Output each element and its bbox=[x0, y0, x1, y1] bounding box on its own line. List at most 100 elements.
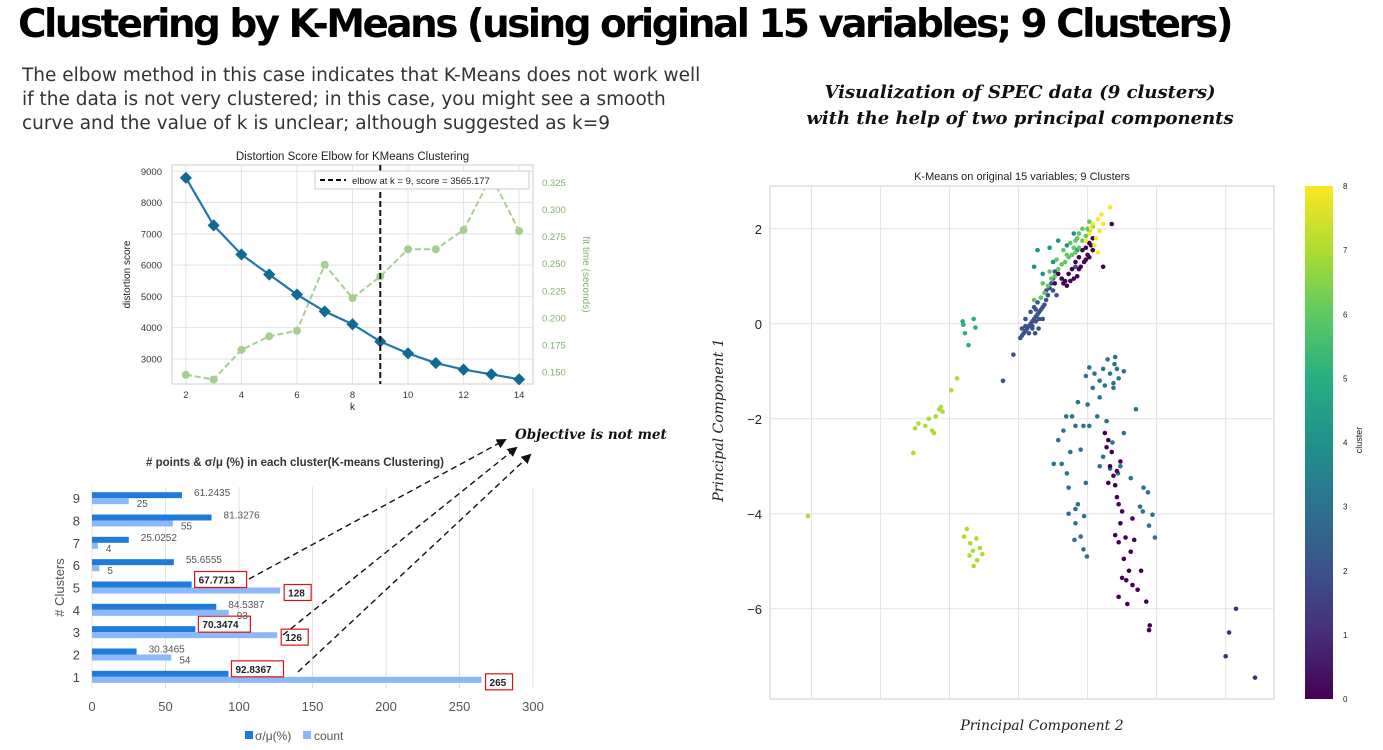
scatter-point-cluster-6 bbox=[1049, 276, 1054, 281]
scatter-point-cluster-6 bbox=[1031, 297, 1037, 303]
scatter-point-cluster-5 bbox=[971, 316, 976, 322]
count-bar bbox=[92, 542, 98, 549]
scatter-point-cluster-6 bbox=[1087, 219, 1092, 224]
scatter-point-cluster-6 bbox=[1045, 283, 1051, 289]
elbow-xtick-label: 10 bbox=[403, 390, 414, 401]
scatter-point-cluster-0 bbox=[1131, 537, 1137, 543]
scatter-point-cluster-3 bbox=[1097, 463, 1102, 469]
elbow-ytick-label: 8000 bbox=[141, 198, 162, 209]
scatter-point-cluster-7 bbox=[923, 423, 928, 429]
scatter-point-cluster-0 bbox=[1119, 509, 1125, 514]
scatter-point-cluster-3 bbox=[1051, 461, 1057, 467]
scatter-point-cluster-0 bbox=[1085, 252, 1090, 258]
scatter-point-cluster-4 bbox=[1055, 238, 1061, 243]
scatter-point-cluster-0 bbox=[1100, 264, 1106, 270]
scatter-point-cluster-0 bbox=[1130, 582, 1135, 588]
count-data-label: 126 bbox=[285, 633, 302, 644]
sigma-bar bbox=[92, 626, 196, 633]
scatter-point-cluster-0 bbox=[1128, 549, 1134, 555]
scatter-ylabel: Principal Component 1 bbox=[711, 338, 727, 502]
scatter-point-cluster-3 bbox=[1137, 504, 1143, 509]
scatter-point-cluster-0 bbox=[1059, 276, 1064, 281]
scatter-point-cluster-2 bbox=[1032, 330, 1038, 336]
elbow-xtick-label: 2 bbox=[183, 390, 188, 401]
distortion-point bbox=[318, 305, 331, 318]
scatter-point-cluster-4 bbox=[1050, 259, 1056, 265]
scatter-point-cluster-6 bbox=[1073, 250, 1078, 255]
scatter-point-cluster-0 bbox=[1146, 627, 1152, 633]
elbow-xtick-label: 6 bbox=[294, 390, 299, 401]
elbow-y2tick-label: 0.175 bbox=[542, 340, 566, 351]
bar-category-label: 8 bbox=[73, 514, 80, 529]
colorbar-tick-label: 3 bbox=[1343, 503, 1348, 512]
scatter-point-cluster-5 bbox=[962, 330, 968, 336]
scatter-point-cluster-2 bbox=[1028, 309, 1033, 315]
count-bar bbox=[92, 676, 482, 683]
colorbar-tick-label: 1 bbox=[1343, 631, 1348, 640]
scatter-point-cluster-3 bbox=[1152, 535, 1158, 540]
scatter-point-cluster-3 bbox=[1055, 437, 1061, 443]
bar-category-label: 1 bbox=[73, 670, 80, 685]
scatter-point-cluster-6 bbox=[1055, 266, 1061, 272]
scatter-point-cluster-3 bbox=[1100, 366, 1106, 372]
elbow-ytick-label: 5000 bbox=[141, 292, 162, 303]
scatter-xlabel: Principal Component 2 bbox=[959, 718, 1123, 734]
scatter-point-cluster-2 bbox=[1036, 326, 1041, 331]
bar-category-label: 5 bbox=[73, 581, 80, 596]
scatter-point-cluster-0 bbox=[1090, 247, 1096, 253]
pca-title-line-1: Visualization of SPEC data (9 clusters) bbox=[824, 82, 1216, 103]
elbow-y2tick-label: 0.225 bbox=[542, 286, 566, 297]
count-highlight-box bbox=[484, 673, 514, 691]
scatter-point-cluster-0 bbox=[1112, 532, 1118, 538]
objective-note: Objective is not met bbox=[515, 427, 667, 443]
scatter-point-cluster-0 bbox=[1083, 245, 1089, 251]
colorbar-tick-label: 4 bbox=[1343, 439, 1348, 448]
scatter-point-cluster-0 bbox=[1052, 281, 1058, 286]
scatter-point-cluster-3 bbox=[1145, 490, 1151, 495]
scatter-point-cluster-4 bbox=[1071, 231, 1077, 236]
scatter-point-cluster-3 bbox=[1073, 520, 1078, 526]
colorbar bbox=[1305, 186, 1333, 699]
scatter-point-cluster-0 bbox=[1109, 449, 1115, 455]
scatter-point-cluster-7 bbox=[926, 416, 932, 422]
scatter-point-cluster-4 bbox=[1047, 245, 1052, 251]
elbow-ytick-label: 4000 bbox=[141, 323, 162, 334]
scatter-plot-area bbox=[769, 185, 1275, 700]
scatter-point-cluster-2 bbox=[1023, 323, 1028, 329]
scatter-point-cluster-3 bbox=[1084, 554, 1090, 559]
scatter-point-cluster-3 bbox=[1111, 385, 1116, 391]
scatter-point-cluster-3 bbox=[1102, 383, 1108, 388]
scatter-point-cluster-3 bbox=[1140, 509, 1146, 514]
sigma-bar bbox=[92, 492, 183, 499]
scatter-point-cluster-3 bbox=[1114, 366, 1120, 372]
pca-title-line-2: with the help of two principal component… bbox=[806, 108, 1234, 129]
scatter-point-cluster-7 bbox=[916, 421, 921, 426]
scatter-point-cluster-4 bbox=[1031, 264, 1037, 270]
scatter-point-cluster-0 bbox=[1071, 276, 1077, 281]
scatter-ytick-label: −2 bbox=[747, 412, 762, 427]
scatter-point-cluster-3 bbox=[1116, 376, 1121, 381]
scatter-point-cluster-3 bbox=[1100, 454, 1106, 460]
sigma-bar bbox=[92, 559, 174, 566]
scatter-point-cluster-6 bbox=[1059, 262, 1064, 267]
count-data-label: 93 bbox=[237, 611, 249, 622]
scatter-point-cluster-3 bbox=[1104, 418, 1109, 424]
sigma-bar bbox=[92, 581, 192, 588]
elbow-y2tick-label: 0.275 bbox=[542, 232, 566, 243]
legend-count-swatch bbox=[303, 731, 311, 739]
sigma-data-label: 55.6555 bbox=[186, 555, 223, 566]
scatter-point-cluster-8 bbox=[1100, 221, 1106, 227]
scatter-point-cluster-0 bbox=[1080, 247, 1085, 253]
scatter-point-cluster-4 bbox=[1040, 271, 1046, 277]
scatter-point-cluster-0 bbox=[1116, 594, 1121, 600]
count-bar bbox=[92, 565, 100, 572]
scatter-point-cluster-2 bbox=[1052, 269, 1058, 274]
scatter-point-cluster-5 bbox=[966, 342, 971, 348]
scatter-point-cluster-2 bbox=[1040, 316, 1046, 322]
scatter-point-cluster-7 bbox=[912, 425, 918, 431]
scatter-point-cluster-2 bbox=[1023, 316, 1028, 322]
scatter-point-cluster-3 bbox=[1087, 423, 1092, 429]
scatter-point-cluster-3 bbox=[1083, 373, 1089, 379]
bar-category-label: 6 bbox=[73, 558, 80, 573]
